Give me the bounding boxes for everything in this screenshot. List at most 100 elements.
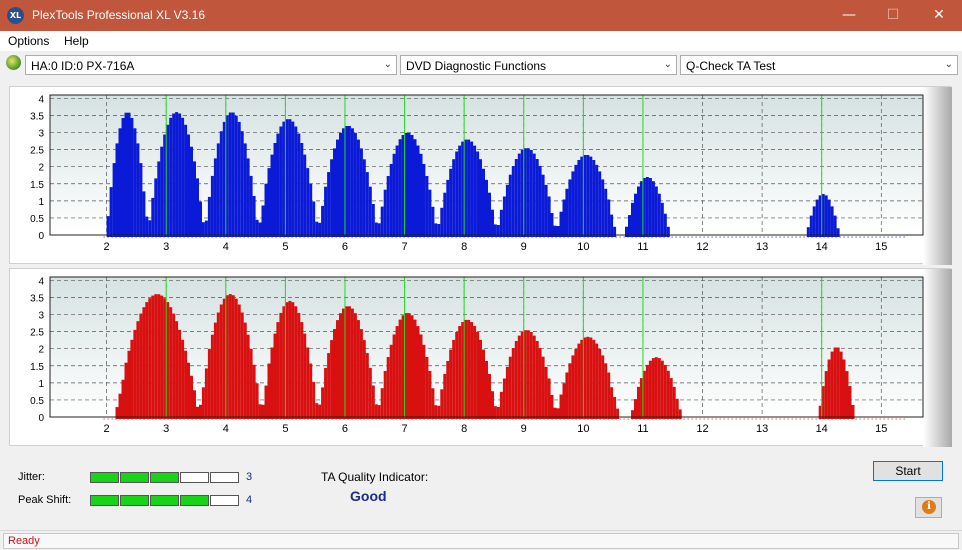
y-tick-label: 2.5 xyxy=(30,146,44,157)
data-bar xyxy=(839,351,843,419)
data-bar xyxy=(833,215,837,237)
close-button[interactable]: ✕ xyxy=(933,7,945,23)
data-bar xyxy=(184,350,188,419)
data-bar xyxy=(303,154,307,237)
data-bar xyxy=(347,306,351,419)
data-bar xyxy=(532,153,536,237)
data-bar xyxy=(210,334,214,419)
y-tick-label: 1 xyxy=(38,379,44,390)
menu-help[interactable]: Help xyxy=(64,34,89,48)
jitter-label: Jitter: xyxy=(18,471,45,483)
data-bar xyxy=(398,139,402,237)
x-tick-label: 3 xyxy=(163,423,169,435)
x-tick-label: 2 xyxy=(104,423,110,435)
data-bar xyxy=(496,225,500,237)
data-bar xyxy=(505,366,509,419)
data-bar xyxy=(389,164,393,237)
window-title: PlexTools Professional XL V3.16 xyxy=(32,8,205,22)
data-bar xyxy=(365,353,369,419)
data-bar xyxy=(449,349,453,419)
data-bar xyxy=(476,151,480,237)
toolbar: HA:0 ID:0 PX-716A ⌄ DVD Diagnostic Funct… xyxy=(0,52,962,78)
data-bar xyxy=(642,370,646,419)
data-bar xyxy=(586,336,590,419)
title-bar: XL PlexTools Professional XL V3.16 — ☐ ✕ xyxy=(0,0,962,31)
data-bar xyxy=(252,364,256,419)
data-bar xyxy=(353,313,357,419)
data-bar xyxy=(282,306,286,419)
test-select[interactable]: Q-Check TA Test ⌄ xyxy=(680,55,958,75)
info-button[interactable]: i xyxy=(915,497,942,518)
data-bar xyxy=(553,225,557,237)
data-bar xyxy=(589,156,593,237)
data-bar xyxy=(595,164,599,237)
data-bar xyxy=(336,139,339,237)
data-bar xyxy=(175,321,179,419)
data-bar xyxy=(675,398,679,419)
data-bar xyxy=(458,145,462,237)
data-bar xyxy=(663,364,667,419)
data-bar xyxy=(550,395,554,419)
data-bar xyxy=(154,294,158,419)
data-bar xyxy=(836,347,840,419)
x-tick-label: 10 xyxy=(577,423,589,435)
data-bar xyxy=(392,334,396,419)
menu-options[interactable]: Options xyxy=(8,34,50,48)
data-bar xyxy=(568,179,572,237)
data-bar xyxy=(639,181,643,237)
data-bar xyxy=(583,337,587,419)
data-bar xyxy=(160,146,164,237)
bottom-bar-chart: 0 0.5 1 1.5 2 2.5 3 3.5 4 2 3 4 5 6 7 8 9 10 11 12 13 14 15 xyxy=(30,269,952,447)
data-bar xyxy=(339,313,342,419)
data-bar xyxy=(142,191,146,237)
data-bar xyxy=(464,139,468,237)
x-tick-label: 12 xyxy=(696,423,708,435)
data-bar xyxy=(443,374,447,419)
data-bar xyxy=(249,175,253,237)
data-bar xyxy=(243,322,247,419)
data-bar xyxy=(574,164,578,237)
data-bar xyxy=(562,383,566,419)
maximize-button[interactable]: ☐ xyxy=(886,7,900,23)
data-bar xyxy=(294,126,298,237)
data-bar xyxy=(219,131,223,237)
start-button[interactable]: Start xyxy=(873,461,943,481)
data-bar xyxy=(556,226,560,237)
data-bar xyxy=(422,164,426,237)
data-bar xyxy=(291,121,295,237)
data-bar xyxy=(842,359,846,419)
data-bar xyxy=(446,361,450,419)
data-bar xyxy=(169,307,173,419)
data-bar xyxy=(169,117,173,237)
x-tick-label: 2 xyxy=(104,241,110,253)
y-tick-label: 1.5 xyxy=(30,180,44,191)
x-tick-label: 4 xyxy=(223,241,229,253)
function-select[interactable]: DVD Diagnostic Functions ⌄ xyxy=(400,55,677,75)
data-bar xyxy=(538,348,542,419)
data-bar xyxy=(145,216,149,237)
data-bar xyxy=(496,407,500,419)
data-bar xyxy=(550,213,554,237)
data-bar xyxy=(306,168,310,237)
x-tick-label: 15 xyxy=(875,241,887,253)
data-bar xyxy=(598,348,602,419)
data-bar xyxy=(324,367,328,419)
data-bar xyxy=(416,326,420,419)
data-bar xyxy=(187,362,190,419)
data-bar xyxy=(228,294,232,419)
x-tick-label: 13 xyxy=(756,241,768,253)
data-bar xyxy=(327,172,331,237)
data-bar xyxy=(294,306,298,419)
data-bar xyxy=(669,378,673,419)
peak-shift-value: 4 xyxy=(246,494,253,506)
x-tick-label: 13 xyxy=(756,423,768,435)
data-bar xyxy=(634,193,637,237)
minimize-button[interactable]: — xyxy=(842,7,856,23)
data-bar xyxy=(264,385,268,419)
drive-select[interactable]: HA:0 ID:0 PX-716A ⌄ xyxy=(25,55,397,75)
data-bar xyxy=(824,195,828,237)
data-bar xyxy=(219,304,223,419)
data-bar xyxy=(470,322,474,419)
data-bar xyxy=(270,347,274,419)
data-bar xyxy=(207,196,211,237)
